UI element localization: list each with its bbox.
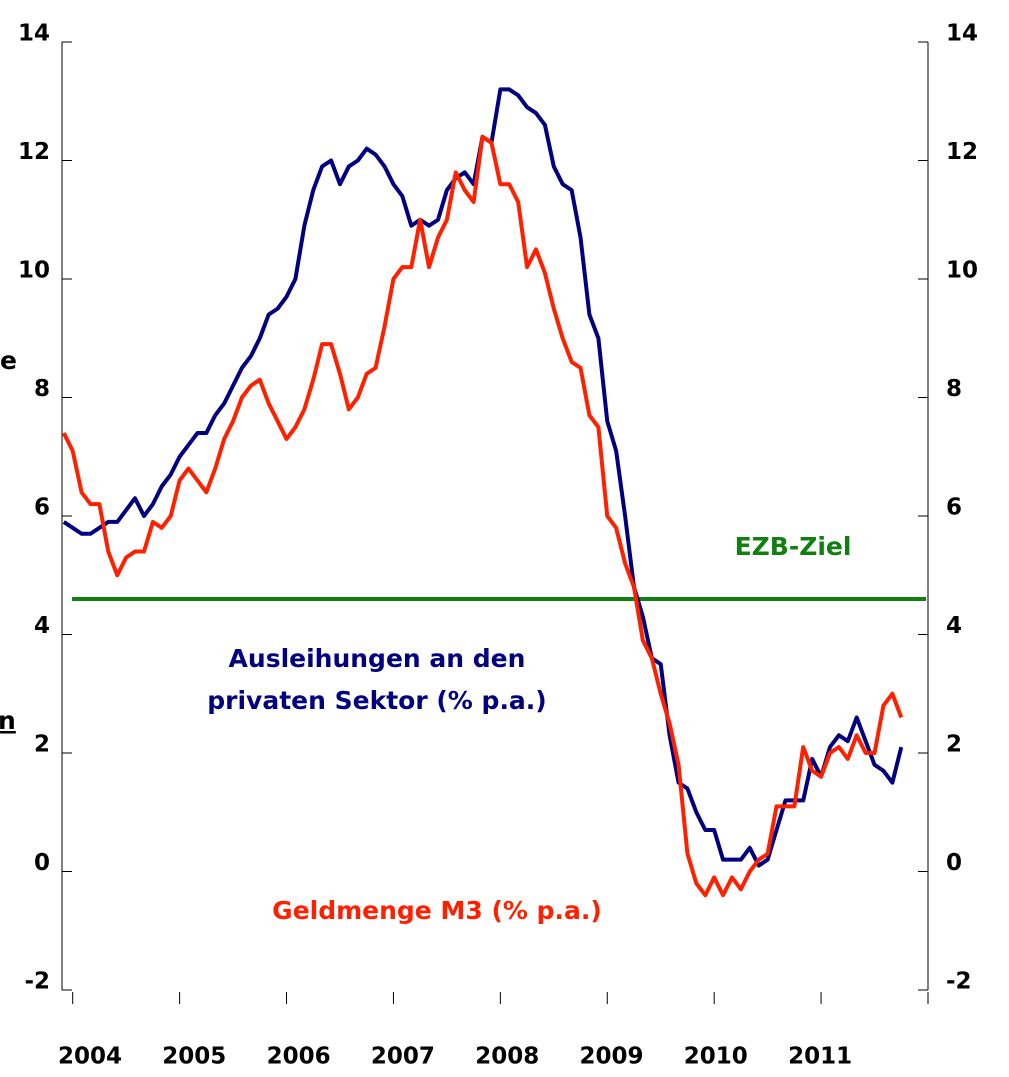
annotation: privaten Sektor (% p.a.) [207,686,546,715]
y2-tick-label: 12 [946,139,978,165]
x-tick-label: 2006 [267,1044,331,1070]
series-line [62,87,904,868]
y-tick-label: 0 [34,850,50,876]
y2-tick-label: 8 [946,376,962,402]
x-tick-label: 2004 [58,1044,122,1070]
series-line [62,134,904,898]
y-tick-label: 10 [18,258,50,284]
x-tick-label: 2010 [684,1044,748,1070]
y-tick-label: 8 [34,376,50,402]
annotation: Ausleihungen an den [229,644,526,673]
x-tick-label: 2005 [162,1044,226,1070]
y2-tick-label: 14 [946,21,978,47]
x-tick-label: 2009 [579,1044,643,1070]
y-tick-label: 6 [34,495,50,521]
y-tick-label: -2 [24,969,50,995]
y2-tick-label: 0 [946,850,962,876]
cut-text: e [0,346,17,375]
cut-text: n [0,706,16,735]
y2-tick-label: -2 [946,969,972,995]
x-tick-label: 2007 [371,1044,435,1070]
y-tick-label: 12 [18,139,50,165]
annotation: Geldmenge M3 (% p.a.) [272,896,602,925]
x-tick-label: 2008 [475,1044,539,1070]
reference-label: EZB-Ziel [735,532,852,561]
y2-tick-label: 6 [946,495,962,521]
y-tick-label: 2 [34,732,50,758]
y-tick-label: 4 [34,613,50,639]
y2-tick-label: 2 [946,732,962,758]
y-tick-label: 14 [18,21,50,47]
y2-tick-label: 4 [946,613,962,639]
y2-tick-label: 10 [946,258,978,284]
x-tick-label: 2011 [788,1044,852,1070]
